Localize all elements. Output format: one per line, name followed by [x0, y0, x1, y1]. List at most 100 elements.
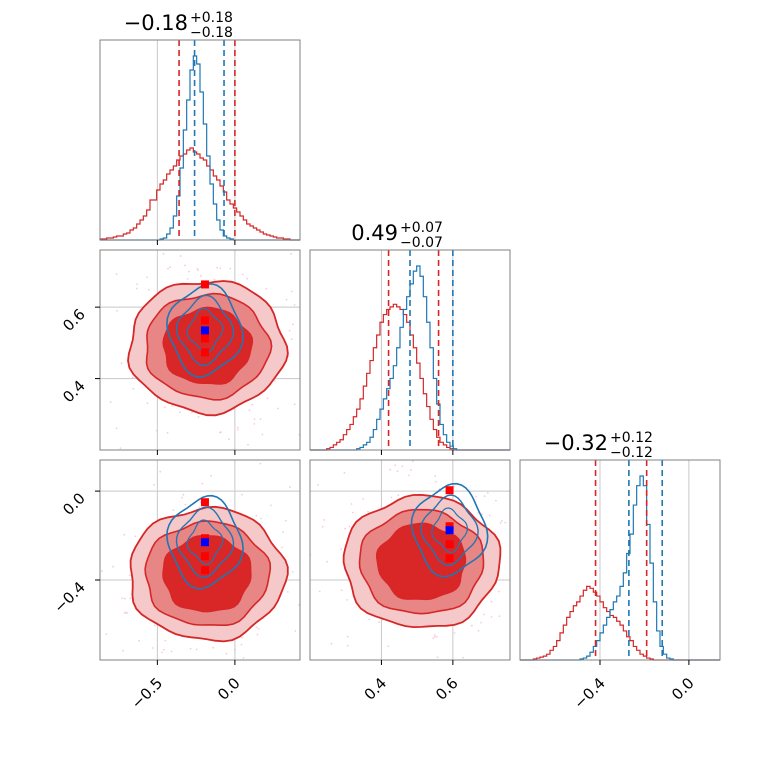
- sample-point: [362, 498, 365, 500]
- sample-point: [246, 277, 249, 280]
- sample-point: [163, 669, 165, 671]
- contour-blue-outer: [166, 283, 244, 378]
- sample-point: [462, 656, 465, 659]
- title-plus-3: +0.12: [610, 430, 653, 446]
- sample-point: [167, 267, 169, 270]
- panel-frame: [99, 39, 301, 241]
- sample-point: [516, 562, 518, 564]
- sample-point: [116, 310, 118, 312]
- sample-point: [121, 597, 124, 600]
- sample-point: [188, 270, 190, 273]
- title-minus-1: −0.18: [190, 25, 233, 41]
- y-tick-label: 0.6: [59, 305, 89, 335]
- sample-point: [182, 493, 185, 496]
- sample-point: [115, 273, 118, 275]
- sample-point: [101, 570, 103, 572]
- sample-point: [238, 230, 240, 232]
- sample-point: [170, 670, 172, 672]
- sample-point: [434, 636, 436, 638]
- sample-point: [161, 651, 163, 654]
- sample-point: [119, 447, 122, 449]
- sample-point: [151, 647, 154, 649]
- sample-point: [397, 494, 400, 497]
- sample-point: [76, 178, 78, 180]
- sample-point: [164, 406, 166, 409]
- sample-point: [199, 274, 202, 277]
- sample-point: [181, 496, 183, 499]
- sample-point: [483, 613, 485, 616]
- sample-point: [213, 248, 215, 250]
- contour-blue-inner: [431, 507, 468, 554]
- panel-frame: [99, 459, 301, 661]
- sample-point: [138, 639, 141, 642]
- marker-red: [445, 540, 454, 549]
- sample-point: [247, 443, 249, 446]
- histogram-red: [310, 303, 510, 451]
- y-tick-label: −0.4: [50, 578, 88, 616]
- y-tick-label: 0.0: [59, 489, 89, 519]
- sample-point: [408, 474, 410, 477]
- sample-point: [439, 453, 441, 455]
- sample-point: [265, 287, 268, 290]
- x-tick-label: 0.0: [668, 674, 698, 704]
- sample-point: [477, 629, 480, 632]
- sample-point: [242, 657, 245, 659]
- sample-point: [346, 644, 349, 647]
- sample-point: [475, 495, 477, 498]
- x-tick-label: 0.0: [214, 674, 244, 704]
- sample-point: [293, 233, 295, 235]
- sample-point: [177, 664, 179, 666]
- sample-point: [219, 493, 221, 495]
- sample-point: [171, 404, 174, 407]
- scatter-panel-2-1: [309, 453, 549, 665]
- contour-blue-mid: [175, 506, 235, 579]
- contour-blue-inner: [186, 519, 224, 566]
- sample-point: [123, 612, 126, 614]
- sample-point: [159, 470, 162, 473]
- sample-point: [166, 247, 168, 249]
- sample-point: [195, 648, 198, 651]
- x-tick-label: 0.4: [361, 674, 391, 704]
- sample-point: [483, 495, 486, 498]
- sample-point: [146, 402, 149, 405]
- title-median-1: −0.18: [124, 11, 188, 35]
- sample-point: [288, 329, 291, 332]
- sample-point: [153, 483, 156, 486]
- sample-point: [290, 290, 293, 293]
- sample-point: [504, 521, 507, 524]
- sample-point: [213, 278, 216, 281]
- sample-point: [531, 563, 533, 565]
- sample-point: [412, 460, 414, 463]
- x-tick-label: −0.5: [128, 674, 166, 712]
- sample-point: [453, 632, 456, 634]
- sample-point: [547, 585, 549, 587]
- sample-point: [153, 624, 156, 627]
- sample-point: [192, 667, 194, 669]
- sample-point: [225, 652, 228, 655]
- sample-point: [390, 496, 393, 499]
- sample-point: [255, 626, 258, 629]
- sample-point: [436, 636, 438, 638]
- sample-point: [169, 266, 171, 269]
- sample-point: [495, 499, 497, 502]
- sample-point: [340, 589, 343, 592]
- y-tick-label: 0.4: [59, 377, 89, 407]
- sample-point: [500, 519, 503, 522]
- sample-point: [389, 468, 392, 471]
- histogram-blue: [520, 475, 720, 661]
- title-median-3: −0.32: [544, 431, 608, 455]
- sample-point: [315, 351, 317, 353]
- sample-point: [180, 463, 182, 465]
- sample-point: [346, 635, 349, 638]
- scatter-panel-2-0: [95, 459, 301, 672]
- sample-point: [248, 409, 251, 412]
- sample-point: [340, 548, 342, 551]
- sample-point: [346, 599, 349, 601]
- sample-point: [367, 510, 369, 513]
- sample-point: [285, 298, 288, 301]
- sample-point: [259, 462, 262, 465]
- sample-point: [241, 493, 243, 496]
- sample-point: [260, 517, 262, 520]
- sample-point: [326, 560, 329, 563]
- sample-point: [470, 624, 473, 627]
